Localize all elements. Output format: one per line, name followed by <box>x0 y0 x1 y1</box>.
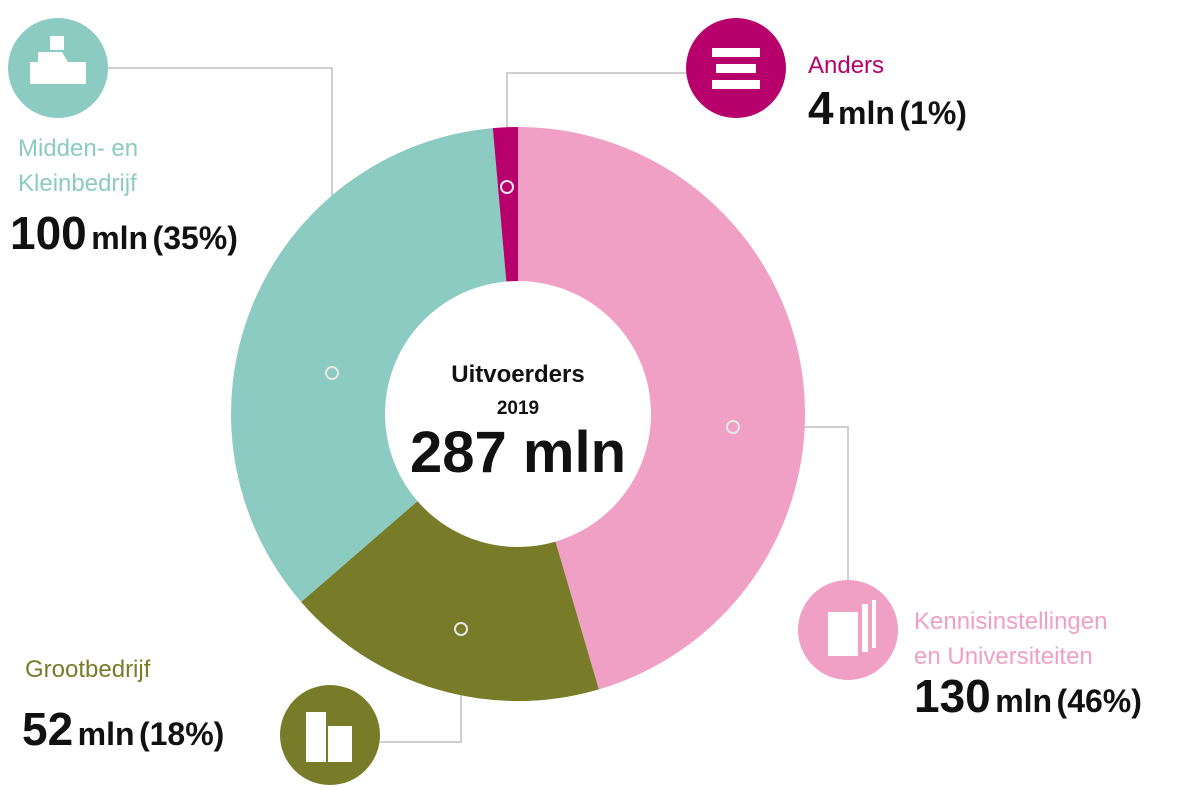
percent: (46%) <box>1057 683 1142 719</box>
category-label: Grootbedrijf <box>25 656 151 683</box>
marker <box>325 366 339 380</box>
value-label: 130 mln (46%) <box>914 670 1142 722</box>
center-subtitle: 2019 <box>497 398 539 419</box>
unit: mln <box>523 420 626 485</box>
category-label: Kennisinstellingen en Universiteiten <box>914 608 1108 670</box>
marker <box>454 622 468 636</box>
value: 52 <box>22 703 73 755</box>
value: 4 <box>808 82 834 134</box>
donut-segment <box>231 128 507 602</box>
percent: (1%) <box>899 95 967 131</box>
center-title: Uitvoerders <box>451 361 584 388</box>
center-total: 287 mln <box>410 420 626 485</box>
value-label: 100 mln (35%) <box>10 207 238 259</box>
percent: (18%) <box>139 716 224 752</box>
icon-books <box>828 600 876 656</box>
icon-register <box>30 36 86 84</box>
donut-segment <box>492 127 518 282</box>
donut <box>231 127 806 701</box>
value: 130 <box>914 670 991 722</box>
category-label: Midden- en Kleinbedrijf <box>18 135 139 197</box>
category-label: Anders <box>808 52 885 79</box>
total: 287 <box>410 420 507 485</box>
unit: mln <box>91 220 148 256</box>
value-label: 4 mln (1%) <box>808 82 967 134</box>
markers <box>325 180 740 636</box>
marker <box>500 180 514 194</box>
icon-other <box>712 48 760 89</box>
icons <box>8 18 898 785</box>
donut-segment <box>518 127 806 690</box>
marker <box>726 420 740 434</box>
unit: mln <box>838 95 895 131</box>
unit: mln <box>78 716 135 752</box>
percent: (35%) <box>153 220 238 256</box>
icon-building <box>306 712 352 762</box>
donut-segment <box>301 501 599 701</box>
value: 100 <box>10 207 87 259</box>
value-label: 52 mln (18%) <box>22 703 224 755</box>
unit: mln <box>995 683 1052 719</box>
